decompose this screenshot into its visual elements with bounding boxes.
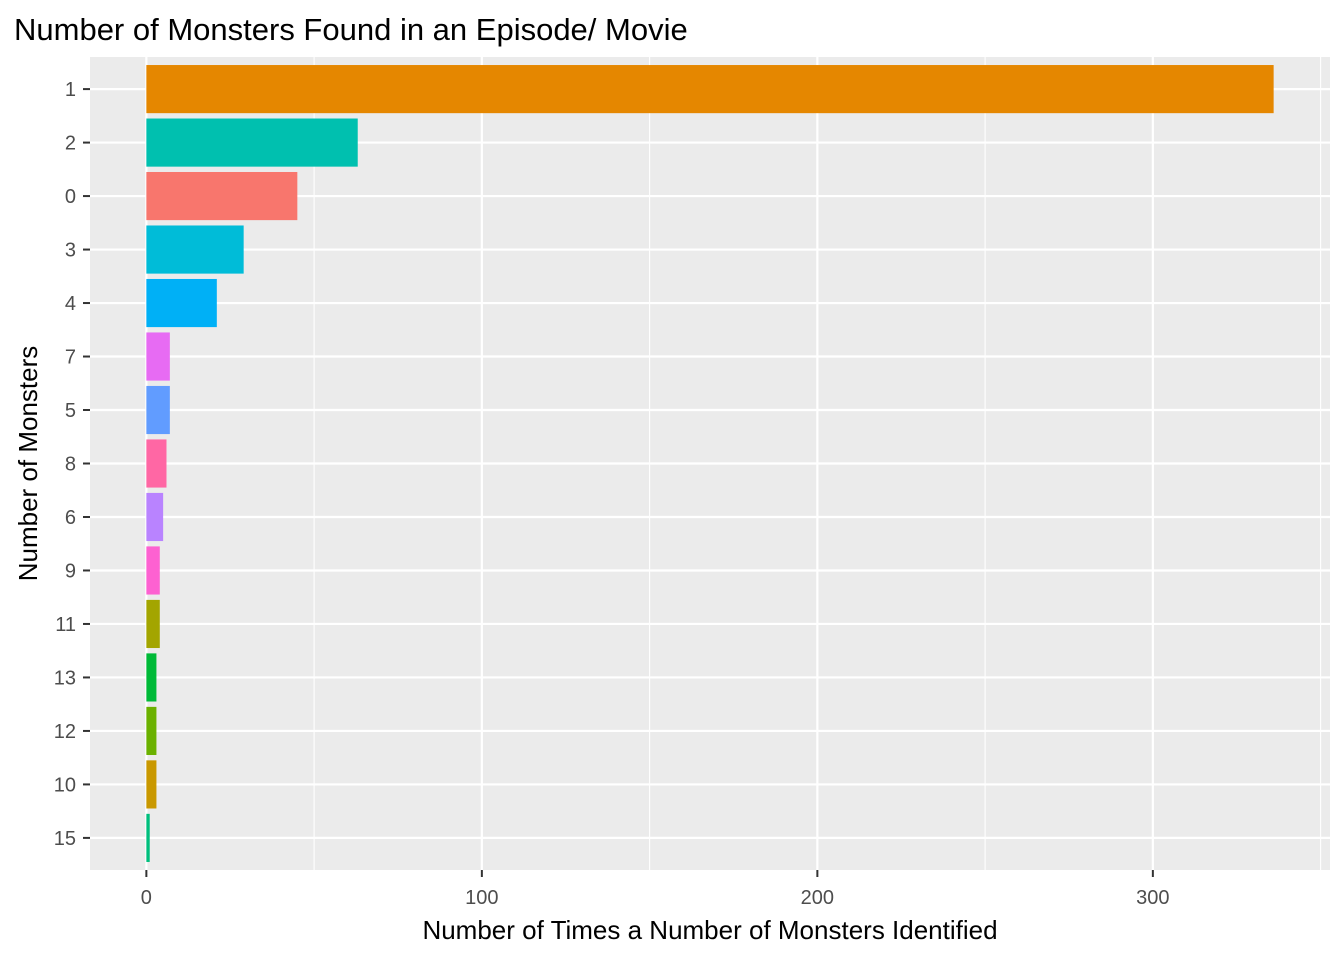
y-tick-label: 5: [65, 400, 76, 422]
y-tick-label: 7: [65, 347, 76, 369]
bar-12: [146, 706, 157, 756]
bar-10: [146, 760, 157, 809]
bar-5: [146, 385, 170, 435]
bar-4: [146, 278, 217, 328]
x-axis-title: Number of Times a Number of Monsters Ide…: [422, 915, 997, 945]
x-tick-label: 100: [465, 887, 498, 909]
y-tick-label: 3: [65, 240, 76, 262]
y-tick-label: 8: [65, 454, 76, 476]
x-tick-label: 0: [141, 887, 152, 909]
bar-6: [146, 492, 164, 542]
y-tick-label: 11: [55, 614, 76, 636]
y-tick-label: 10: [54, 774, 76, 796]
bar-0: [146, 171, 298, 221]
y-tick-label: 13: [54, 667, 76, 689]
x-axis: 0 100 200 300: [141, 870, 1170, 909]
x-tick-label: 200: [801, 887, 834, 909]
bar-9: [146, 546, 160, 595]
x-tick-label: 300: [1136, 887, 1169, 909]
y-tick-label: 0: [65, 186, 76, 208]
bar-13: [146, 653, 157, 702]
chart-title: Number of Monsters Found in an Episode/ …: [14, 12, 688, 47]
bars: [146, 65, 1274, 862]
y-tick-label: 2: [65, 133, 76, 155]
bar-7: [146, 332, 170, 381]
bar-3: [146, 225, 244, 274]
y-tick-label: 4: [65, 293, 76, 315]
bar-2: [146, 118, 358, 167]
bar-8: [146, 439, 167, 488]
y-tick-label: 9: [65, 560, 76, 582]
bar-1: [146, 65, 1274, 114]
bar-11: [146, 599, 160, 649]
y-tick-label: 1: [65, 79, 76, 101]
y-axis-title: Number of Monsters: [13, 346, 43, 582]
y-tick-label: 15: [54, 828, 76, 850]
y-tick-label: 12: [54, 721, 76, 743]
y-tick-label: 6: [65, 507, 76, 529]
bar-15: [146, 813, 150, 862]
